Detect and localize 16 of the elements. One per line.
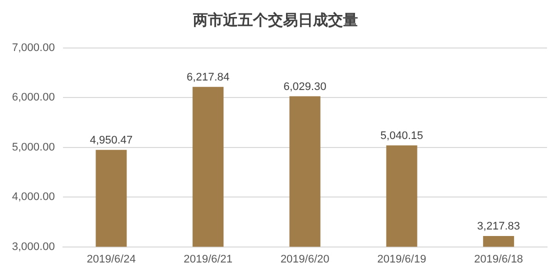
y-tick-label: 3,000.00	[12, 240, 55, 253]
x-tick-label: 2019/6/20	[280, 253, 330, 266]
x-tick-label: 2019/6/24	[86, 253, 136, 266]
x-tick-label: 2019/6/18	[474, 253, 524, 266]
data-label: 6,029.30	[283, 80, 326, 93]
y-tick-label: 6,000.00	[12, 92, 55, 104]
data-label: 6,217.84	[186, 71, 230, 84]
chart-title: 两市近五个交易日成交量	[192, 11, 358, 30]
data-label: 5,040.15	[380, 130, 424, 142]
x-tick-label: 2019/6/21	[184, 253, 233, 266]
y-tick-label: 5,000.00	[12, 141, 55, 154]
y-tick-label: 7,000.00	[12, 42, 55, 54]
data-label: 3,217.83	[477, 220, 520, 233]
data-label: 4,950.47	[90, 134, 133, 146]
x-tick-label: 2019/6/19	[377, 253, 426, 266]
y-tick-label: 4,000.00	[12, 191, 55, 204]
